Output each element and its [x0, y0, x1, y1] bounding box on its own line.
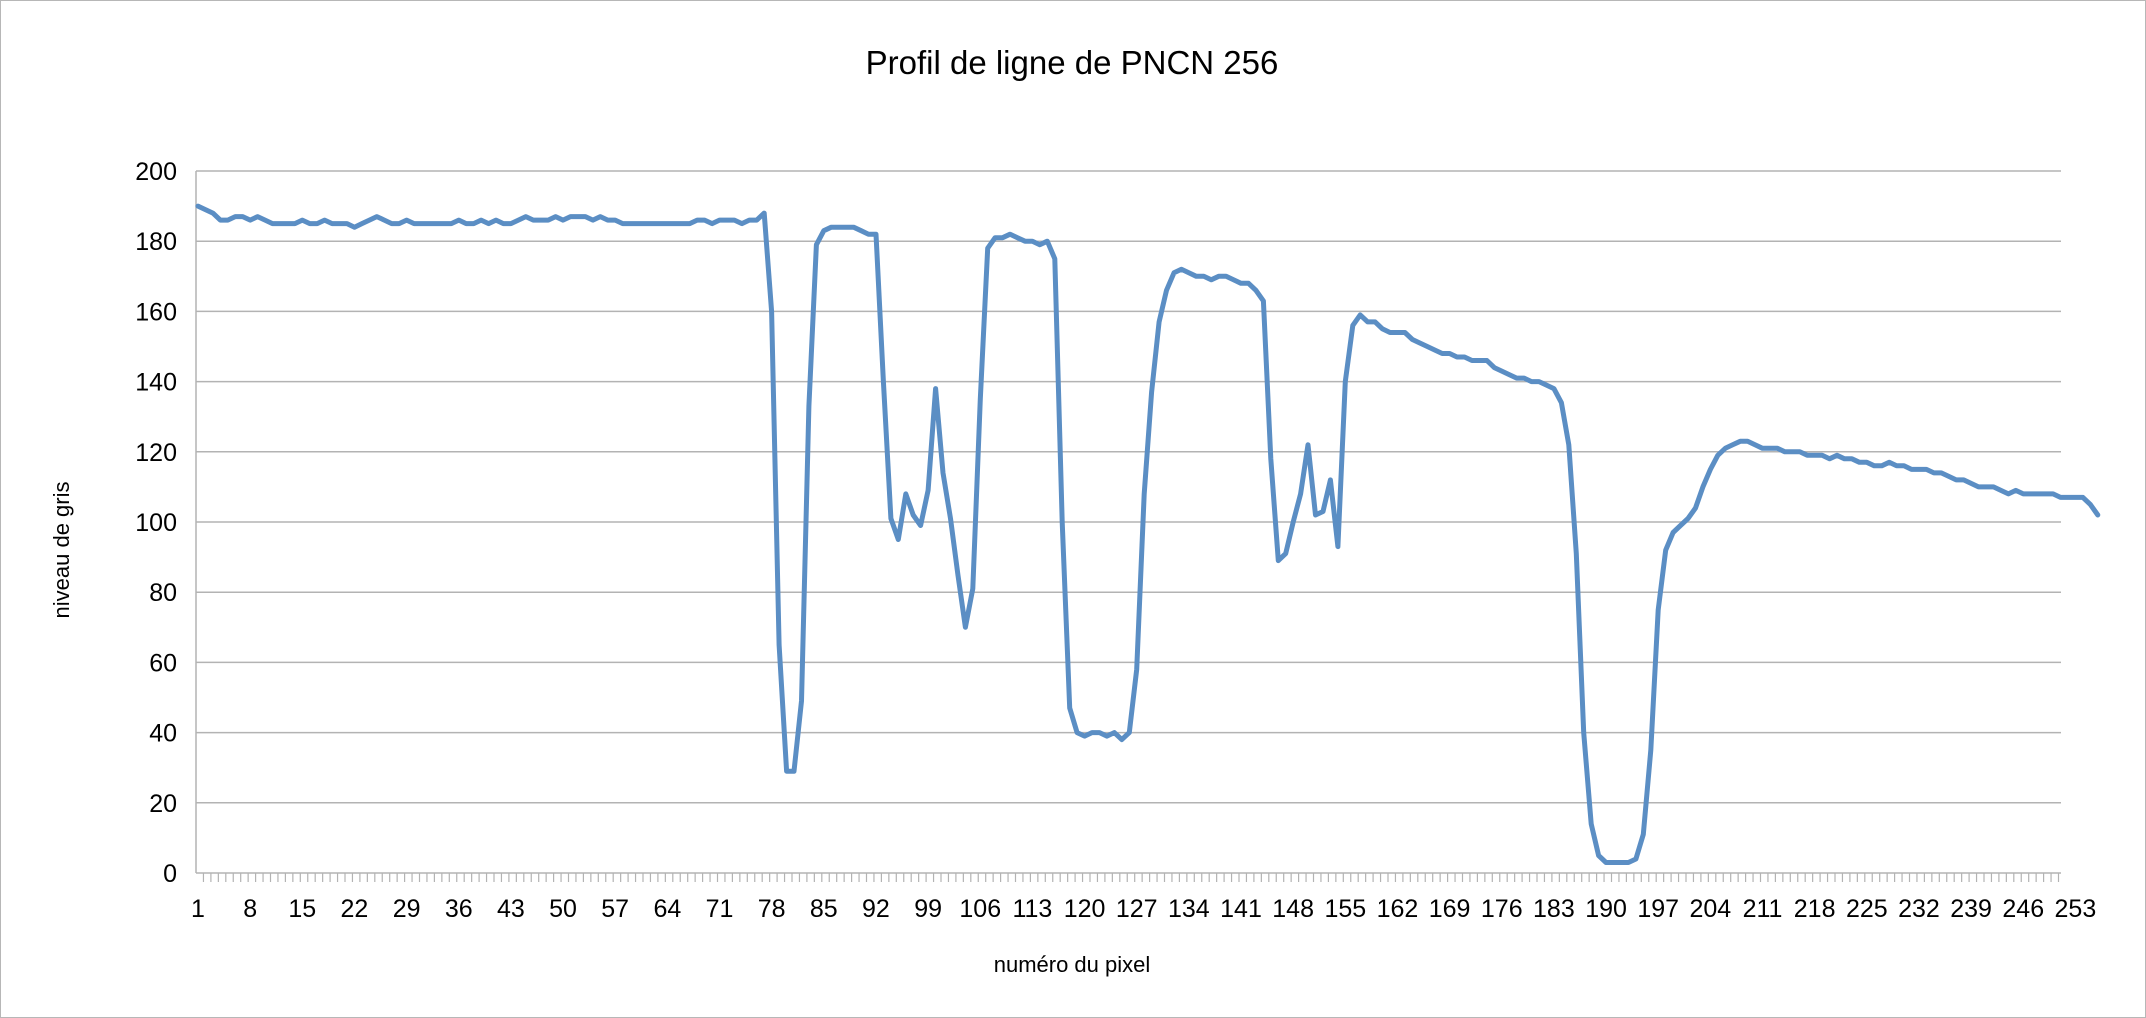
- x-tick-label: 113: [1012, 895, 1052, 923]
- x-tick-label: 232: [1898, 895, 1940, 923]
- x-tick-label: 155: [1324, 895, 1366, 923]
- x-tick-label: 36: [445, 895, 473, 923]
- y-tick-label: 60: [149, 649, 177, 677]
- y-tick-label: 120: [135, 439, 177, 467]
- x-ticks: 1 8 15 22 29 36 43 50 57 64 71 78 85 92 99 106 113 120 127…: [191, 873, 2096, 923]
- x-tick-label: 1: [191, 895, 205, 923]
- x-tick-label: 211: [1743, 895, 1783, 923]
- x-tick-label: 183: [1533, 895, 1575, 923]
- x-tick-label: 64: [653, 895, 681, 923]
- series-group: [195, 203, 2101, 865]
- x-tick-label: 106: [959, 895, 1001, 923]
- x-tick-label: 197: [1637, 895, 1679, 923]
- y-tick-label: 140: [135, 369, 177, 397]
- x-tick-label: 22: [341, 895, 369, 923]
- y-tick-label: 180: [135, 228, 177, 256]
- x-axis-label: numéro du pixel: [994, 952, 1151, 977]
- x-tick-label: 253: [2055, 895, 2097, 923]
- x-tick-label: 92: [862, 895, 890, 923]
- y-tick-label: 100: [135, 509, 177, 537]
- x-tick-label: 43: [497, 895, 525, 923]
- chart-title: Profil de ligne de PNCN 256: [866, 44, 1279, 81]
- x-tick-label: 8: [243, 895, 257, 923]
- x-tick-label: 29: [393, 895, 421, 923]
- y-tick-labels: 0 20 40 60 80 100 120 140 160 180 200: [135, 158, 177, 888]
- y-tick-label: 20: [149, 790, 177, 818]
- x-tick-label: 120: [1064, 895, 1106, 923]
- x-tick-label: 127: [1116, 895, 1158, 923]
- y-tick-label: 200: [135, 158, 177, 186]
- x-tick-label: 134: [1168, 895, 1210, 923]
- x-tick-label: 169: [1429, 895, 1471, 923]
- x-tick-label: 225: [1846, 895, 1888, 923]
- y-tick-label: 160: [135, 298, 177, 326]
- x-tick-label: 71: [706, 895, 734, 923]
- x-tick-label: 57: [601, 895, 629, 923]
- x-tick-label: 141: [1220, 895, 1262, 923]
- x-tick-label: 15: [288, 895, 316, 923]
- x-tick-label: 50: [549, 895, 577, 923]
- x-tick-label: 176: [1481, 895, 1523, 923]
- x-tick-label: 204: [1689, 895, 1731, 923]
- x-tick-label: 99: [914, 895, 942, 923]
- x-tick-label: 218: [1794, 895, 1836, 923]
- x-tick-label: 85: [810, 895, 838, 923]
- x-tick-label: 162: [1377, 895, 1419, 923]
- y-tick-label: 80: [149, 579, 177, 607]
- y-tick-label: 40: [149, 720, 177, 748]
- y-tick-label: 0: [163, 860, 177, 888]
- x-tick-label: 239: [1950, 895, 1992, 923]
- series-line: [195, 203, 2101, 865]
- x-tick-label: 190: [1585, 895, 1627, 923]
- y-axis-label: niveau de gris: [49, 482, 74, 619]
- gridlines: [195, 170, 2061, 874]
- x-tick-label: 246: [2002, 895, 2044, 923]
- x-tick-label: 148: [1272, 895, 1314, 923]
- x-tick-label: 78: [758, 895, 786, 923]
